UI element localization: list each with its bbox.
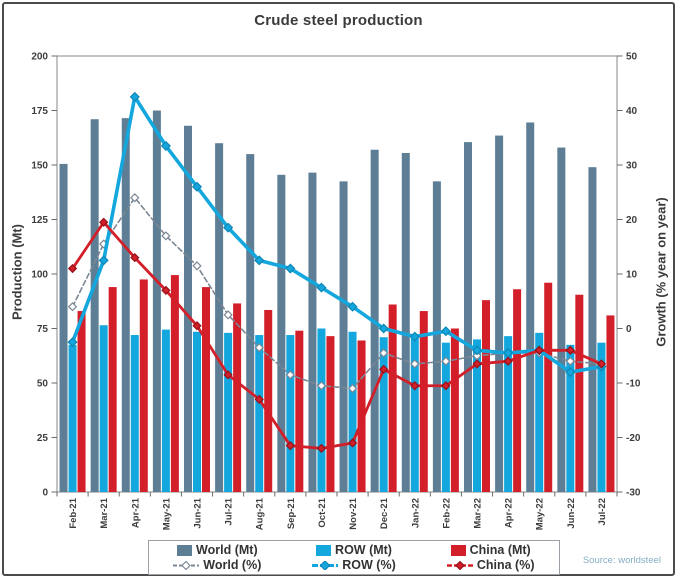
svg-text:Mar-22: Mar-22 <box>473 498 484 529</box>
svg-text:Jun-21: Jun-21 <box>193 497 204 528</box>
legend-label: World (%) <box>203 558 262 572</box>
source-credit: Source: worldsteel <box>582 555 661 566</box>
svg-text:Jul-21: Jul-21 <box>224 497 235 525</box>
y-axis-title-right: Growth (% year on year) <box>653 197 669 347</box>
svg-text:175: 175 <box>31 106 48 117</box>
legend-row-lines: World (%) ROW (%) China (%) <box>149 558 559 572</box>
svg-text:50: 50 <box>626 52 638 63</box>
svg-text:25: 25 <box>37 433 49 444</box>
legend-label: ROW (Mt) <box>335 543 392 557</box>
svg-text:Oct-21: Oct-21 <box>317 497 328 527</box>
world-mt-swatch-icon <box>177 544 193 556</box>
legend-label: World (Mt) <box>196 543 258 557</box>
svg-text:200: 200 <box>31 52 48 63</box>
svg-text:Jul-22: Jul-22 <box>597 498 608 525</box>
line-china <box>67 217 607 454</box>
svg-text:May-21: May-21 <box>161 497 172 530</box>
legend-item-world-pct: World (%) <box>149 558 286 572</box>
legend-label: China (Mt) <box>469 543 531 557</box>
svg-text:75: 75 <box>37 324 49 335</box>
chart-title: Crude steel production <box>254 12 423 29</box>
svg-text:Aug-21: Aug-21 <box>255 497 266 530</box>
x-axis-labels: Feb-21 Mar-21 Apr-21 May-21 Jun-21 Jul-21 Aug-… <box>56 492 618 530</box>
svg-text:30: 30 <box>626 161 638 172</box>
legend-item-row-pct: ROW (%) <box>286 558 423 572</box>
legend-item-row-mt: ROW (Mt) <box>286 543 423 557</box>
right-axis-ticks: -30 -20 -10 0 10 20 30 40 50 <box>617 52 641 499</box>
svg-text:125: 125 <box>31 215 48 226</box>
svg-text:Mar-21: Mar-21 <box>99 497 110 528</box>
svg-text:50: 50 <box>37 379 49 390</box>
plot-area: 0 25 50 75 100 125 150 175 200 -30 -20 -10 0 10 20 30 40… <box>31 52 641 531</box>
legend-row-bars: World (Mt) ROW (Mt) China (Mt) <box>149 543 559 557</box>
svg-text:150: 150 <box>31 161 48 172</box>
svg-text:-20: -20 <box>626 433 641 444</box>
svg-text:-10: -10 <box>626 379 641 390</box>
svg-text:40: 40 <box>626 106 638 117</box>
left-axis-ticks: 0 25 50 75 100 125 150 175 200 <box>31 52 57 499</box>
legend-item-china-pct: China (%) <box>422 558 559 572</box>
svg-text:Feb-22: Feb-22 <box>441 498 452 529</box>
china-mt-swatch-icon <box>450 544 466 556</box>
legend-item-world-mt: World (Mt) <box>149 543 286 557</box>
svg-text:Dec-21: Dec-21 <box>379 497 390 529</box>
svg-text:20: 20 <box>626 215 638 226</box>
world-pct-marker-icon <box>173 560 200 570</box>
row-mt-swatch-icon <box>316 544 332 556</box>
svg-text:Sep-21: Sep-21 <box>286 497 297 529</box>
svg-text:Apr-22: Apr-22 <box>504 498 515 528</box>
svg-text:May-22: May-22 <box>535 498 546 530</box>
svg-text:0: 0 <box>626 324 632 335</box>
svg-text:-30: -30 <box>626 488 641 499</box>
svg-text:0: 0 <box>42 488 48 499</box>
legend: World (Mt) ROW (Mt) China (Mt) World (%) <box>148 540 560 575</box>
legend-label: ROW (%) <box>342 558 396 572</box>
legend-label: China (%) <box>476 558 535 572</box>
svg-text:Jan-22: Jan-22 <box>410 498 421 528</box>
svg-text:Nov-21: Nov-21 <box>348 497 359 529</box>
china-pct-marker-icon <box>446 560 473 570</box>
bars-row <box>68 325 606 492</box>
svg-text:Feb-21: Feb-21 <box>68 497 79 528</box>
bars-china <box>77 275 615 492</box>
svg-text:10: 10 <box>626 270 638 281</box>
legend-item-china-mt: China (Mt) <box>422 543 559 557</box>
y-axis-title-left: Production (Mt) <box>9 223 25 321</box>
row-pct-marker-icon <box>312 560 339 570</box>
svg-text:100: 100 <box>31 270 48 281</box>
svg-text:Apr-21: Apr-21 <box>130 497 141 528</box>
svg-text:Jun-22: Jun-22 <box>566 498 577 529</box>
